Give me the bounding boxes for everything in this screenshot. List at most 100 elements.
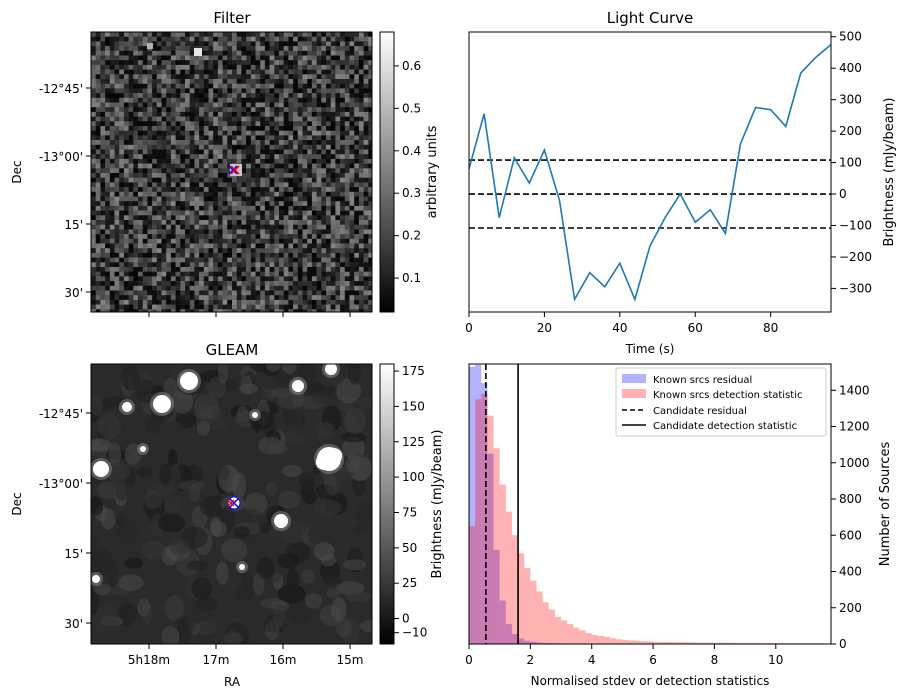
filter-pixel bbox=[349, 267, 355, 272]
filter-title: Filter bbox=[213, 9, 251, 27]
filter-pixel bbox=[208, 210, 214, 216]
filter-pixel bbox=[180, 163, 186, 169]
filter-pixel bbox=[246, 154, 252, 160]
filter-pixel bbox=[241, 60, 247, 66]
filter-pixel bbox=[222, 126, 228, 131]
filter-pixel bbox=[166, 210, 172, 216]
filter-pixel bbox=[161, 210, 167, 216]
filter-pixel bbox=[185, 55, 190, 61]
gleam-noise-blob bbox=[335, 618, 352, 638]
filter-pixel bbox=[307, 285, 313, 291]
filter-pixel bbox=[100, 74, 106, 80]
filter-pixel bbox=[100, 309, 106, 312]
filter-pixel bbox=[283, 309, 289, 312]
filter-pixel bbox=[170, 252, 176, 258]
filter-pixel bbox=[147, 55, 153, 61]
filter-pixel bbox=[199, 229, 205, 235]
filter-pixel bbox=[199, 55, 205, 61]
filter-pixel bbox=[217, 177, 223, 183]
filter-pixel bbox=[114, 102, 120, 108]
filter-pixel bbox=[227, 130, 233, 136]
filter-pixel bbox=[316, 97, 322, 103]
gleam-source bbox=[252, 412, 258, 418]
filter-pixel bbox=[185, 64, 190, 70]
filter-pixel bbox=[128, 234, 134, 240]
filter-pixel bbox=[227, 64, 233, 70]
filter-pixel bbox=[166, 130, 172, 136]
filter-pixel bbox=[344, 79, 350, 84]
filter-pixel bbox=[91, 163, 96, 169]
filter-pixel bbox=[123, 187, 129, 193]
filter-pixel bbox=[255, 135, 261, 141]
filter-pixel bbox=[147, 205, 153, 211]
filter-pixel bbox=[170, 295, 176, 301]
filter-pixel bbox=[349, 69, 355, 75]
histogram-bar bbox=[714, 642, 721, 644]
filter-pixel bbox=[255, 126, 261, 131]
filter-pixel bbox=[354, 299, 360, 305]
filter-pixel bbox=[316, 144, 322, 150]
filter-pixel bbox=[161, 41, 167, 47]
filter-pixel bbox=[128, 205, 134, 211]
filter-pixel bbox=[358, 196, 364, 202]
filter-pixel bbox=[180, 182, 186, 188]
filter-pixel bbox=[161, 60, 167, 66]
filter-pixel bbox=[166, 191, 172, 197]
filter-pixel bbox=[217, 83, 223, 89]
filter-pixel bbox=[123, 248, 129, 254]
filter-pixel bbox=[142, 238, 148, 244]
filter-pixel bbox=[105, 234, 111, 240]
filter-pixel bbox=[349, 248, 355, 254]
filter-pixel bbox=[95, 102, 101, 108]
filter-pixel bbox=[302, 248, 308, 254]
filter-pixel bbox=[142, 262, 148, 268]
filter-pixel bbox=[321, 93, 327, 99]
filter-pixel bbox=[344, 83, 350, 89]
filter-pixel bbox=[311, 182, 317, 188]
filter-pixel bbox=[246, 74, 252, 80]
filter-pixel bbox=[250, 140, 256, 146]
filter-pixel bbox=[142, 168, 148, 174]
filter-pixel bbox=[279, 229, 284, 235]
gleam-noise-blob bbox=[357, 396, 372, 409]
filter-pixel bbox=[349, 281, 355, 287]
filter-pixel bbox=[166, 107, 172, 113]
filter-pixel bbox=[147, 116, 153, 122]
filter-pixel bbox=[105, 281, 111, 287]
filter-pixel bbox=[142, 267, 148, 272]
filter-pixel bbox=[91, 79, 96, 84]
filter-pixel bbox=[255, 243, 261, 249]
filter-pixel bbox=[232, 243, 237, 249]
filter-pixel bbox=[227, 32, 233, 37]
filter-pixel bbox=[166, 196, 172, 202]
filter-pixel bbox=[349, 262, 355, 268]
histogram-bar bbox=[689, 642, 697, 644]
filter-pixel bbox=[283, 196, 289, 202]
filter-pixel bbox=[269, 130, 275, 136]
filter-pixel bbox=[222, 248, 228, 254]
filter-pixel bbox=[330, 299, 336, 305]
filter-pixel bbox=[161, 32, 167, 37]
filter-pixel bbox=[133, 79, 139, 84]
filter-pixel bbox=[269, 285, 275, 291]
filter-pixel bbox=[114, 191, 120, 197]
filter-pixel bbox=[302, 220, 308, 225]
filter-pixel bbox=[133, 215, 139, 221]
filter-pixel bbox=[368, 257, 372, 263]
filter-pixel bbox=[246, 97, 252, 103]
filter-pixel bbox=[166, 205, 172, 211]
filter-pixel bbox=[260, 285, 266, 291]
filter-pixel bbox=[208, 144, 214, 150]
filter-pixel bbox=[199, 154, 205, 160]
filter-pixel bbox=[246, 64, 252, 70]
filter-pixel bbox=[161, 163, 167, 169]
gleam-noise-blob bbox=[108, 442, 122, 467]
filter-pixel bbox=[288, 116, 294, 122]
filter-pixel bbox=[255, 290, 261, 296]
filter-pixel bbox=[156, 60, 162, 66]
filter-pixel bbox=[152, 158, 158, 164]
filter-pixel bbox=[222, 215, 228, 221]
filter-pixel bbox=[293, 191, 299, 197]
gleam-noise-blob bbox=[164, 496, 181, 513]
filter-pixel bbox=[368, 224, 372, 230]
